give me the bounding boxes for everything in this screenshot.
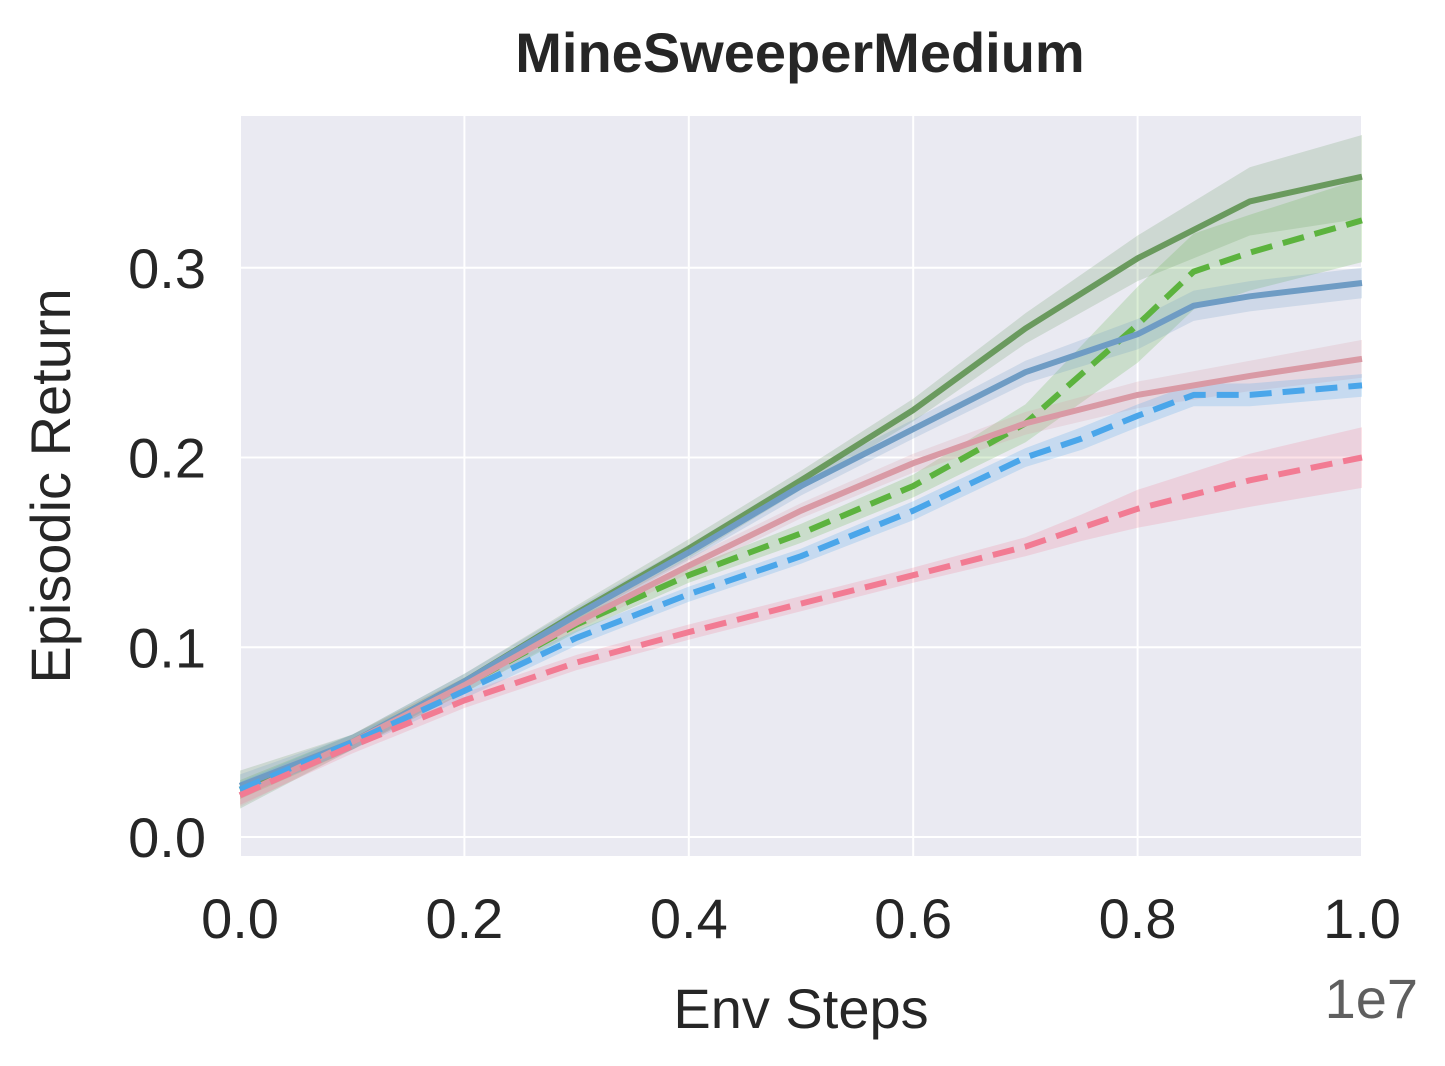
green-solid-band (240, 135, 1362, 809)
x-tick-label: 0.4 (650, 887, 728, 950)
red-dashed-band (240, 427, 1362, 805)
y-axis-label: Episodic Return (19, 288, 82, 683)
x-axis-label: Env Steps (673, 977, 928, 1040)
x-tick-label: 1.0 (1323, 887, 1401, 950)
blue-dashed-line (238, 382, 1363, 793)
y-tick-label: 0.0 (128, 806, 206, 869)
pink-solid-band (240, 339, 1362, 807)
x-offset-label: 1e7 (1325, 967, 1418, 1030)
red-dashed-line (238, 454, 1363, 799)
green-dashed-line (238, 217, 1363, 793)
grid-lines (239, 116, 1363, 856)
y-tick-label: 0.1 (128, 616, 206, 679)
y-tick-label: 0.3 (128, 237, 206, 300)
y-tick-labels: 0.0 0.1 0.2 0.3 (128, 237, 206, 869)
x-tick-label: 0.2 (425, 887, 503, 950)
y-tick-label: 0.2 (128, 427, 206, 490)
chart-title: MineSweeperMedium (515, 21, 1084, 84)
x-tick-label: 0.0 (201, 887, 279, 950)
green-dashed-band (240, 178, 1362, 800)
x-tick-label: 0.6 (874, 887, 952, 950)
x-tick-labels: 0.0 0.2 0.4 0.6 0.8 1.0 (201, 887, 1401, 950)
series-lines (238, 173, 1363, 799)
pink-solid-line (238, 355, 1363, 799)
x-tick-label: 0.8 (1099, 887, 1177, 950)
